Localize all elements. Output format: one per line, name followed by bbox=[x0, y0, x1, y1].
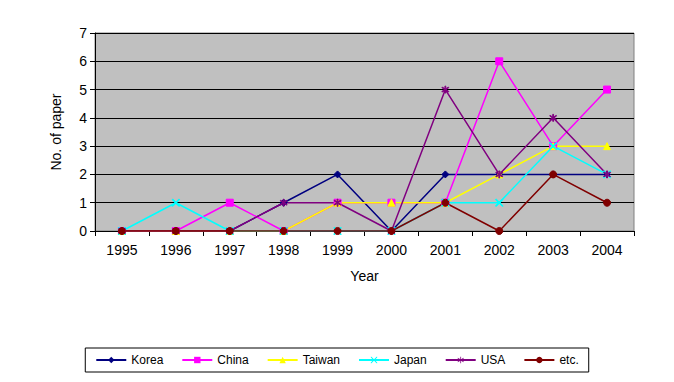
svg-text:No. of paper: No. of paper bbox=[48, 93, 64, 170]
svg-text:2002: 2002 bbox=[484, 242, 515, 258]
svg-text:etc.: etc. bbox=[559, 353, 578, 367]
svg-text:1999: 1999 bbox=[322, 242, 353, 258]
svg-text:Taiwan: Taiwan bbox=[303, 353, 340, 367]
svg-text:USA: USA bbox=[481, 353, 506, 367]
svg-text:4: 4 bbox=[79, 110, 87, 126]
svg-text:2000: 2000 bbox=[376, 242, 407, 258]
svg-text:1996: 1996 bbox=[160, 242, 191, 258]
svg-text:1997: 1997 bbox=[214, 242, 245, 258]
svg-text:Year: Year bbox=[350, 268, 379, 284]
svg-text:Korea: Korea bbox=[131, 353, 163, 367]
svg-text:China: China bbox=[217, 353, 249, 367]
svg-text:6: 6 bbox=[79, 53, 87, 69]
svg-text:3: 3 bbox=[79, 138, 87, 154]
svg-text:0: 0 bbox=[79, 223, 87, 239]
svg-text:2004: 2004 bbox=[591, 242, 622, 258]
svg-text:7: 7 bbox=[79, 25, 87, 41]
svg-text:Japan: Japan bbox=[394, 353, 427, 367]
svg-text:5: 5 bbox=[79, 82, 87, 98]
svg-text:1: 1 bbox=[79, 195, 87, 211]
svg-text:2003: 2003 bbox=[538, 242, 569, 258]
svg-text:1995: 1995 bbox=[106, 242, 137, 258]
svg-text:2001: 2001 bbox=[430, 242, 461, 258]
svg-text:2: 2 bbox=[79, 166, 87, 182]
svg-text:1998: 1998 bbox=[268, 242, 299, 258]
